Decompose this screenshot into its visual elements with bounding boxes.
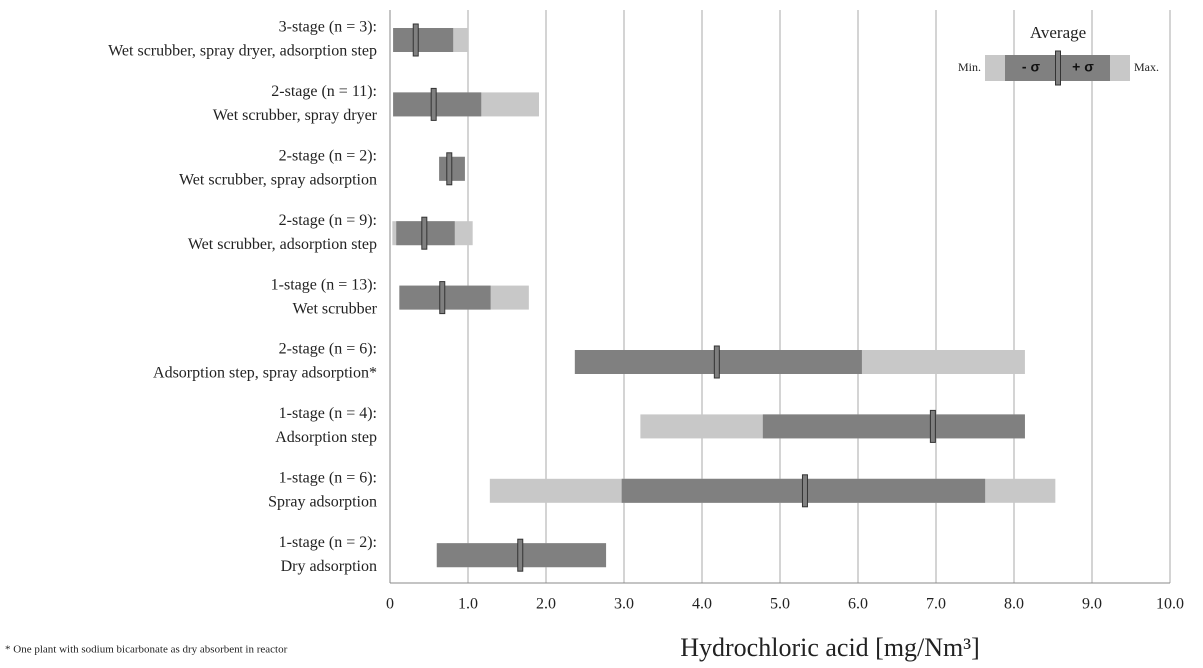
average-marker xyxy=(929,409,936,443)
legend-swatch xyxy=(1055,50,1061,86)
category-label: 1-stage (n = 13): xyxy=(271,276,377,293)
average-marker xyxy=(801,474,808,508)
average-marker xyxy=(421,216,428,250)
legend-label: Max. xyxy=(1134,60,1159,74)
category-label: Adsorption step, spray adsorption* xyxy=(153,365,377,382)
category-label: 2-stage (n = 11): xyxy=(271,83,377,100)
category-label: 1-stage (n = 4): xyxy=(279,405,377,422)
footnote: * One plant with sodium bicarbonate as d… xyxy=(5,644,288,656)
average-marker xyxy=(439,281,446,315)
average-marker xyxy=(430,87,437,121)
x-tick-label: 3.0 xyxy=(614,596,634,613)
category-label: Wet scrubber, spray dryer xyxy=(213,107,378,124)
x-tick-label: 8.0 xyxy=(1004,596,1024,613)
x-axis-label: Hydrochloric acid [mg/Nm³] xyxy=(680,633,979,662)
x-tick-label: 7.0 xyxy=(926,596,946,613)
average-marker xyxy=(446,152,453,186)
category-label: 3-stage (n = 3): xyxy=(279,19,377,36)
category-label: Wet scrubber, spray adsorption xyxy=(179,171,377,188)
average-marker xyxy=(517,538,524,572)
category-label: 2-stage (n = 6): xyxy=(279,341,377,358)
legend-label: - σ xyxy=(1022,59,1041,75)
category-label: Dry adsorption xyxy=(281,558,377,575)
sigma-bar xyxy=(393,92,482,117)
average-marker xyxy=(713,345,720,379)
category-label: 2-stage (n = 2): xyxy=(279,147,377,164)
average-marker xyxy=(412,23,419,57)
category-label: Spray adsorption xyxy=(268,493,377,510)
category-label: Wet scrubber xyxy=(293,300,378,317)
x-tick-label: 9.0 xyxy=(1082,596,1102,613)
category-label: 1-stage (n = 6): xyxy=(279,469,377,486)
sigma-bar xyxy=(393,28,454,52)
x-tick-label: 0 xyxy=(386,596,394,613)
category-label: Wet scrubber, adsorption step xyxy=(188,236,377,253)
category-label: 2-stage (n = 9): xyxy=(279,212,377,229)
x-tick-label: 4.0 xyxy=(692,596,712,613)
x-tick-label: 10.0 xyxy=(1156,596,1184,613)
x-tick-label: 6.0 xyxy=(848,596,868,613)
category-label: 1-stage (n = 2): xyxy=(279,534,377,551)
x-tick-label: 2.0 xyxy=(536,596,556,613)
x-tick-label: 5.0 xyxy=(770,596,790,613)
category-label: Wet scrubber, spray dryer, adsorption st… xyxy=(108,43,377,60)
x-tick-label: 1.0 xyxy=(458,596,478,613)
legend-label: Average xyxy=(1030,23,1086,42)
sigma-bar xyxy=(762,414,1025,439)
category-label: Adsorption step xyxy=(275,429,377,446)
legend-label: Min. xyxy=(958,60,981,74)
legend-label: + σ xyxy=(1072,59,1094,75)
